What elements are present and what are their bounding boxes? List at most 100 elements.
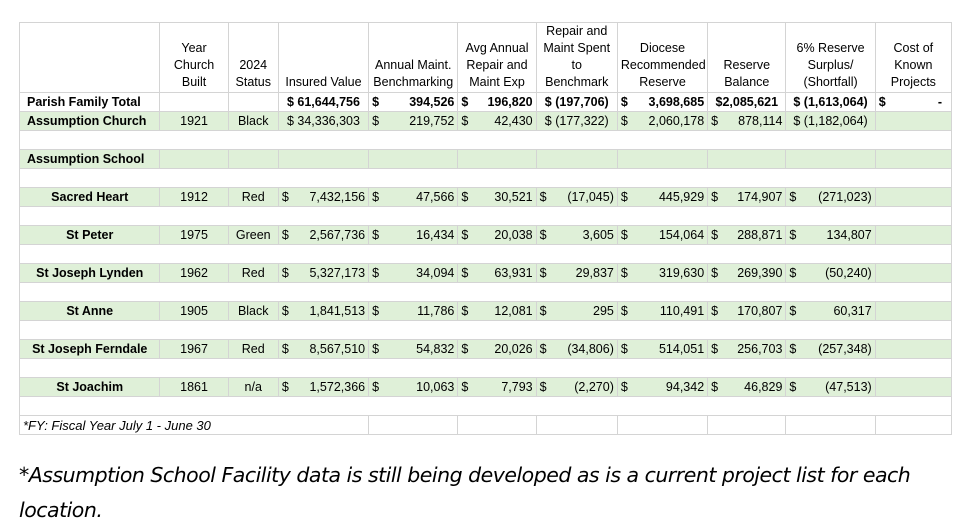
church-diocese-value: 514,051 (658, 341, 705, 356)
church-diocese: $319,630 (616, 263, 709, 283)
church-avg: $30,521 (457, 187, 537, 207)
currency-symbol: $ (539, 341, 547, 356)
church-spent-value: 29,837 (575, 265, 614, 280)
church-surplus-value: 60,317 (833, 303, 872, 318)
church-avg: $20,026 (457, 339, 537, 359)
assumption-church-spent: $ (177,322) (535, 111, 618, 131)
church-insured-value: 1,841,513 (309, 303, 366, 318)
assumption-church-insured: $ 34,336,303 (277, 111, 370, 131)
church-insured: $1,572,366 (277, 377, 370, 397)
empty-cell (535, 415, 618, 435)
church-diocese-value: 319,630 (658, 265, 705, 280)
currency-symbol: $ (281, 341, 289, 356)
church-year: 1905 (159, 301, 229, 321)
currency-symbol: $ (281, 227, 289, 242)
church-year: 1861 (159, 377, 229, 397)
empty-cell (457, 149, 537, 169)
church-surplus-value: (47,513) (825, 379, 872, 394)
church-annual: $10,063 (368, 377, 459, 397)
church-surplus-value: (50,240) (825, 265, 872, 280)
church-insured: $2,567,736 (277, 225, 370, 245)
currency-symbol: $ (789, 379, 797, 394)
church-insured-value: 7,432,156 (309, 189, 366, 204)
total-status-empty (227, 92, 279, 112)
assumption-church-annual: $219,752 (368, 111, 459, 131)
spacer-row (19, 130, 952, 150)
church-insured-value: 5,327,173 (309, 265, 366, 280)
assumption-church-year: 1921 (159, 111, 229, 131)
assumption-church-cost-empty (874, 111, 953, 131)
church-annual-value: 54,832 (416, 341, 455, 356)
church-avg: $20,038 (457, 225, 537, 245)
assumption-church-status: Black (227, 111, 279, 131)
empty-cell (277, 149, 370, 169)
currency-symbol: $ (281, 379, 289, 394)
assumption-church-avg: $42,430 (457, 111, 537, 131)
currency-symbol: $ (789, 303, 797, 318)
church-spent-value: (17,045) (567, 189, 614, 204)
church-spent-value: (2,270) (574, 379, 614, 394)
header-year-built: Year Church Built (159, 22, 229, 93)
currency-symbol: $ (372, 227, 380, 242)
church-avg: $7,793 (457, 377, 537, 397)
spacer-cell (19, 396, 952, 416)
church-spent: $ (2,270) (535, 377, 618, 397)
empty-cell (368, 415, 459, 435)
assumption-church-annual-value: 219,752 (409, 113, 455, 128)
church-name: St Joachim (18, 377, 161, 397)
currency-symbol: $ (711, 227, 719, 242)
currency-symbol: $ (789, 227, 797, 242)
currency-symbol: $ (711, 341, 719, 356)
total-annual: $394,526 (368, 92, 459, 112)
total-surplus: $ (1,613,064) (785, 92, 876, 112)
church-cost-empty (874, 377, 953, 397)
church-surplus: $ (47,513) (785, 377, 876, 397)
church-name: Sacred Heart (18, 187, 161, 207)
currency-symbol: $ (539, 379, 547, 394)
church-surplus: $ (50,240) (785, 263, 876, 283)
empty-cell (227, 149, 279, 169)
header-status: 2024 Status (227, 22, 279, 93)
church-surplus: $60,317 (785, 301, 876, 321)
church-surplus-value: (271,023) (818, 189, 872, 204)
spacer-cell (19, 244, 952, 264)
church-diocese-value: 445,929 (658, 189, 705, 204)
total-cost-value: - (937, 94, 942, 109)
church-reserve-value: 269,390 (737, 265, 783, 280)
currency-symbol: $ (620, 265, 628, 280)
church-diocese: $514,051 (616, 339, 709, 359)
currency-symbol: $ (461, 227, 469, 242)
church-avg-value: 12,081 (494, 303, 533, 318)
currency-symbol: $ (372, 94, 380, 109)
spacer-row (19, 358, 952, 378)
empty-cell (874, 149, 953, 169)
church-spent: $3,605 (535, 225, 618, 245)
currency-symbol: $ (372, 303, 380, 318)
church-cost-empty (874, 263, 953, 283)
church-cost-empty (874, 225, 953, 245)
church-reserve-value: 170,807 (737, 303, 783, 318)
church-spent-value: 295 (593, 303, 614, 318)
currency-symbol: $ (789, 341, 797, 356)
total-row: Parish Family Total $ 61,644,756 $394,52… (18, 92, 953, 112)
church-diocese: $154,064 (616, 225, 709, 245)
church-spent: $ (17,045) (535, 187, 618, 207)
church-insured-value: 2,567,736 (309, 227, 366, 242)
church-status: Black (227, 301, 279, 321)
church-status: Red (227, 187, 279, 207)
church-cost-empty (874, 187, 953, 207)
assumption-church-reserve: $878,114 (707, 111, 787, 131)
currency-symbol: $ (620, 189, 628, 204)
header-insured-value: Insured Value (277, 22, 370, 93)
church-spent: $29,837 (535, 263, 618, 283)
empty-cell (707, 415, 787, 435)
church-insured: $7,432,156 (277, 187, 370, 207)
spacer-cell (19, 358, 952, 378)
church-status: Red (227, 339, 279, 359)
church-surplus: $ (257,348) (785, 339, 876, 359)
currency-symbol: $ (711, 303, 719, 318)
currency-symbol: $ (620, 94, 628, 109)
total-annual-value: 394,526 (409, 94, 455, 109)
empty-cell (457, 415, 537, 435)
empty-cell (874, 415, 953, 435)
